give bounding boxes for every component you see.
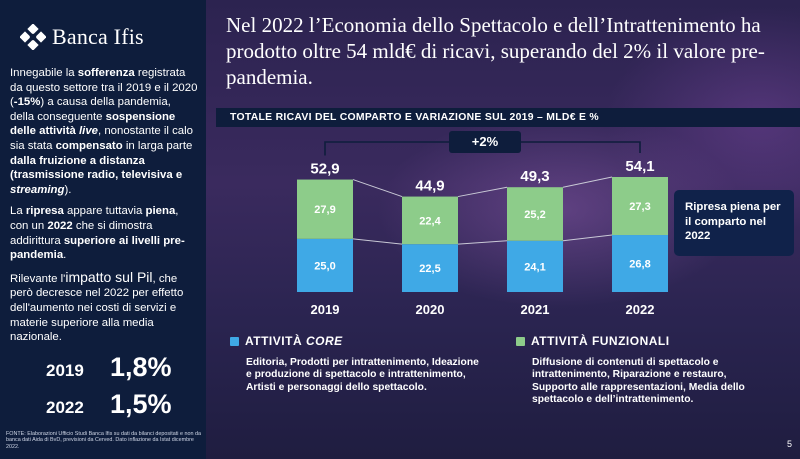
legend-desc-core: Editoria, Prodotti per intrattenimento, … <box>246 357 479 393</box>
callout-box: Ripresa piena per il comparto nel 2022 <box>674 190 794 256</box>
bar-total-label: 49,3 <box>520 168 549 185</box>
brand-logo: Banca Ifis <box>20 24 198 50</box>
bar-total-label: 54,1 <box>625 158 654 175</box>
stat-year: 2022 <box>46 397 84 417</box>
bar-value-label: 25,2 <box>524 209 545 221</box>
legend-title-funzionali: ATTIVITÀ FUNZIONALI <box>531 334 670 348</box>
bar-value-label: 22,5 <box>419 263 440 275</box>
legend-desc-funzionali: Diffusione di contenuti di spettacolo e … <box>532 357 745 406</box>
page-number: 5 <box>786 439 792 449</box>
bar-segment-funzionali-2022 <box>612 177 668 236</box>
bar-total-label: 52,9 <box>310 161 339 178</box>
bar-value-label: 27,9 <box>314 204 335 216</box>
x-tick-label: 2021 <box>521 302 550 317</box>
bar-value-label: 25,0 <box>314 260 335 272</box>
bar-value-label: 22,4 <box>419 215 441 227</box>
variation-badge: +2% <box>449 131 521 153</box>
legend-core: ATTIVITÀ CORE Editoria, Prodotti per int… <box>230 334 480 394</box>
x-tick-label: 2022 <box>626 302 655 317</box>
legend-title-core: ATTIVITÀ CORE <box>245 334 343 348</box>
bar-segment-core-2019 <box>297 238 353 292</box>
stat-value: 1,8% <box>110 351 172 382</box>
stat-row-2022: 2022 1,5% <box>46 389 198 420</box>
connector-line <box>457 240 508 245</box>
connector-line <box>562 176 613 188</box>
legend-funzionali: ATTIVITÀ FUNZIONALI Diffusione di conten… <box>516 334 766 407</box>
bar-segment-funzionali-2019 <box>297 179 353 239</box>
chart-title: TOTALE RICAVI DEL COMPARTO E VARIAZIONE … <box>216 108 800 127</box>
x-tick-label: 2020 <box>416 302 445 317</box>
sidebar-paragraph-3: Rilevante l'impatto sul Pil, che però de… <box>10 268 184 344</box>
bar-segment-core-2021 <box>507 240 563 292</box>
sidebar-paragraph-1: Innegabile la sofferenza registrata da q… <box>10 67 198 196</box>
stat-value: 1,5% <box>110 388 172 419</box>
bar-value-label: 26,8 <box>629 259 650 271</box>
connector-line <box>352 179 403 198</box>
bar-segment-funzionali-2020 <box>402 196 458 245</box>
legend-swatch-funzionali <box>516 336 525 346</box>
bar-value-label: 27,3 <box>629 201 650 213</box>
page-title: Nel 2022 l’Economia dello Spettacolo e d… <box>226 13 765 89</box>
sidebar-paragraph-2: La ripresa appare tuttavia piena, con un… <box>10 205 185 262</box>
bar-value-label: 24,1 <box>524 261 545 273</box>
brand-name: Banca Ifis <box>52 24 144 49</box>
connector-line <box>352 238 403 245</box>
connector-line <box>562 234 613 242</box>
source-note: FONTE: Elaborazioni Ufficio Studi Banca … <box>6 430 201 451</box>
stat-year: 2019 <box>46 360 84 380</box>
sidebar-panel: Banca Ifis Innegabile la sofferenza regi… <box>0 0 206 459</box>
stat-row-2019: 2019 1,8% <box>46 352 198 383</box>
bar-total-label: 44,9 <box>415 178 444 195</box>
connector-line <box>457 186 508 198</box>
bar-segment-core-2020 <box>402 244 458 292</box>
bar-segment-core-2022 <box>612 235 668 292</box>
legend-swatch-core <box>230 336 239 346</box>
bar-segment-funzionali-2021 <box>507 187 563 241</box>
x-tick-label: 2019 <box>311 302 340 317</box>
diamond-logo-icon <box>20 24 46 50</box>
